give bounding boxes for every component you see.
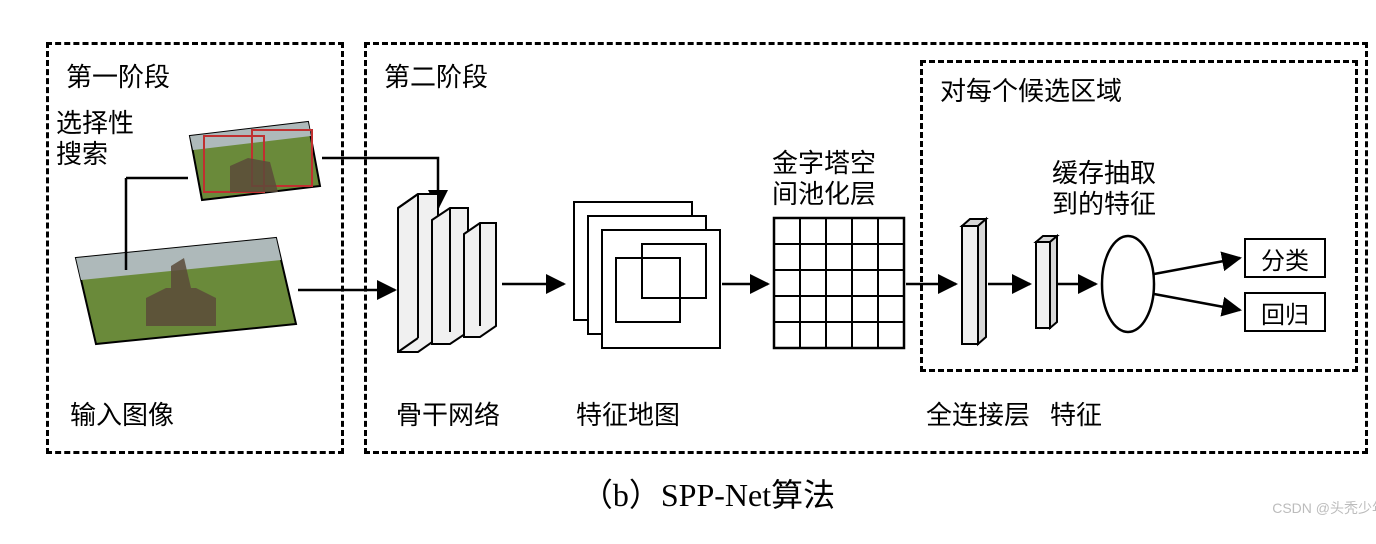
- fc-block-1: [962, 219, 986, 344]
- input-image-main: [76, 238, 296, 344]
- input-image-crop: [190, 122, 320, 200]
- classify-label: 分类: [1261, 241, 1309, 276]
- arrow-feat-classify: [1154, 258, 1240, 274]
- feature-ellipse: [1102, 236, 1154, 332]
- regress-box: 回归: [1244, 292, 1326, 332]
- svg-layer: [20, 20, 1376, 524]
- backbone-net: [398, 194, 496, 352]
- feature-maps: [574, 202, 720, 348]
- fc-block-2: [1036, 236, 1057, 328]
- arrow-feat-regress: [1154, 294, 1240, 310]
- regress-label: 回归: [1261, 295, 1309, 330]
- caption: （b）SPP-Net算法: [20, 470, 1376, 516]
- classify-box: 分类: [1244, 238, 1326, 278]
- spp-grid: [774, 218, 904, 348]
- watermark: CSDN @头秃少年: [1272, 498, 1376, 518]
- sppnet-diagram: 第一阶段 选择性 搜索 输入图像 第二阶段 骨干网络 特征地图 金字塔空 间池化…: [20, 20, 1376, 524]
